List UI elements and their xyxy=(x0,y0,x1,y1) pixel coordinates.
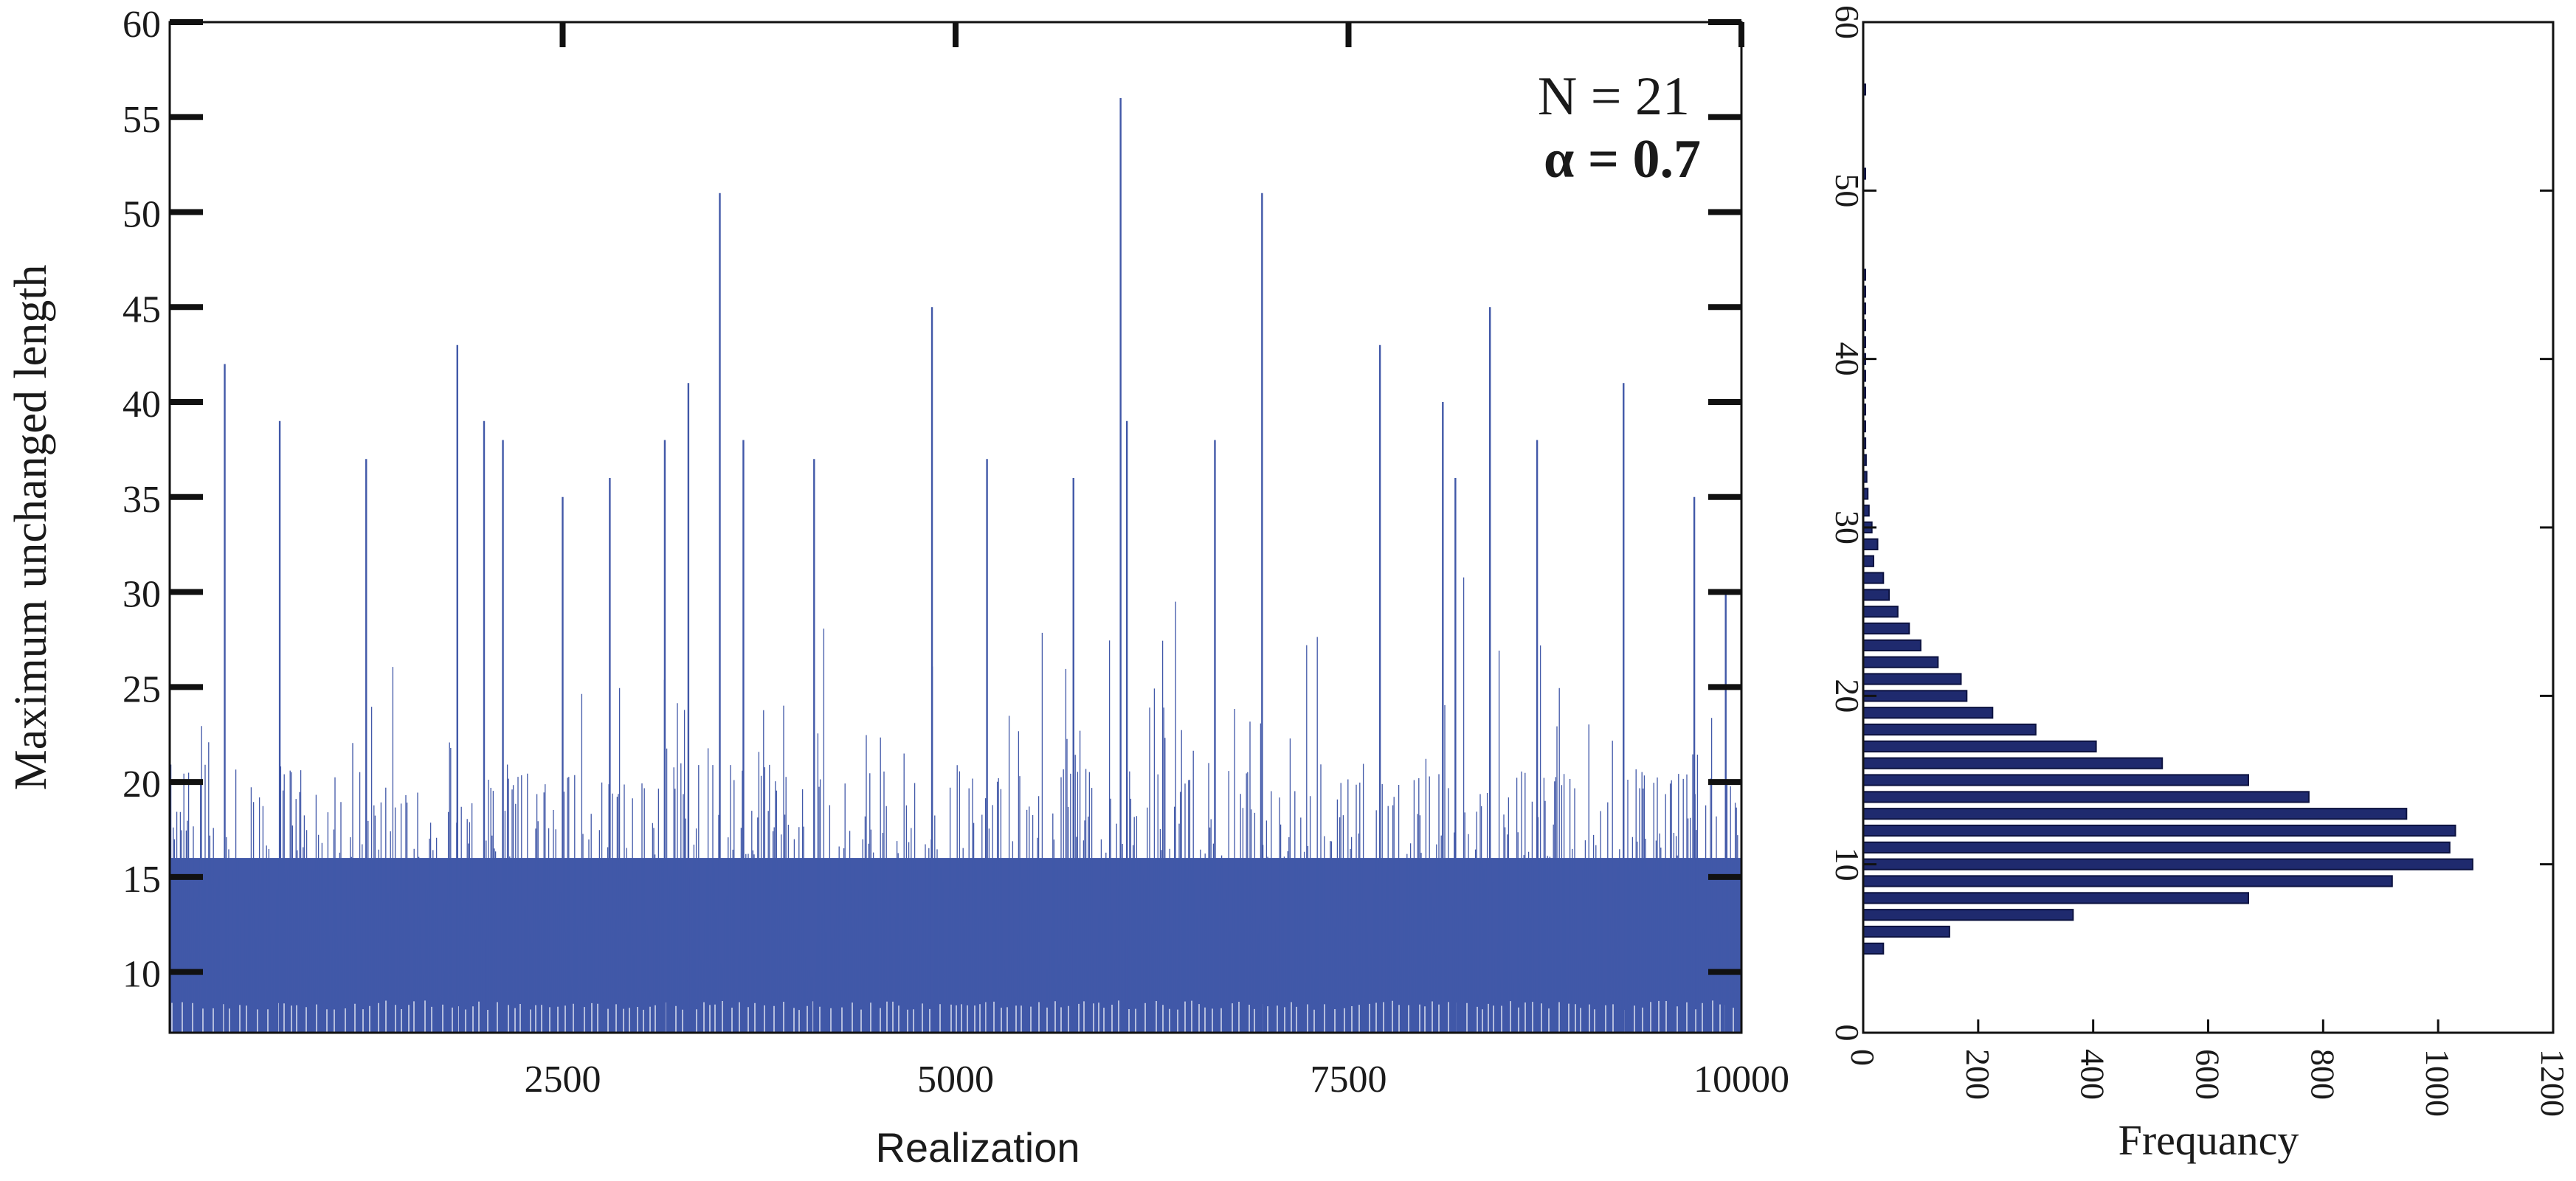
histogram-bar xyxy=(1862,555,1874,567)
histogram-bar xyxy=(1862,942,1885,955)
histogram-bar xyxy=(1862,858,2473,870)
right-y-tick-label: 50 xyxy=(1829,173,1866,207)
right-y-tick-label: 30 xyxy=(1829,510,1866,544)
left-y-tick-label: 15 xyxy=(122,859,161,901)
right-x-axis: 0 200 400 600 800 1000 1200 xyxy=(1844,1019,2572,1117)
left-y-axis-title: Maximum unchanged length xyxy=(6,265,56,791)
right-y-tick-label: 60 xyxy=(1829,5,1866,39)
left-y-tick-label: 55 xyxy=(122,99,161,141)
histogram-bar xyxy=(1862,925,1950,938)
right-y-tick-label: 20 xyxy=(1829,679,1866,713)
histogram-bar xyxy=(1862,892,2249,904)
histogram-bar xyxy=(1862,690,1968,702)
left-y-tick-label: 35 xyxy=(122,479,161,521)
histogram-bars xyxy=(1862,83,2473,955)
left-y-axis: 10 15 20 25 30 35 40 45 50 55 60 xyxy=(122,4,1741,996)
left-y-tick-label: 50 xyxy=(122,194,161,236)
right-y-tick-label: 40 xyxy=(1829,342,1866,376)
histogram-bar xyxy=(1862,707,1994,719)
histogram-bar xyxy=(1862,774,2249,786)
right-x-tick-label: 1000 xyxy=(2419,1049,2456,1117)
left-y-tick-label: 30 xyxy=(122,574,161,616)
right-y-tick-label: 0 xyxy=(1829,1025,1866,1042)
histogram-bar xyxy=(1862,723,2037,736)
histogram-bar xyxy=(1862,622,1910,635)
histogram-bar xyxy=(1862,909,2074,921)
histogram-bar xyxy=(1862,875,2393,887)
right-x-tick-label: 200 xyxy=(1959,1049,1997,1100)
histogram-bar xyxy=(1862,656,1939,668)
left-x-axis-title: Realization xyxy=(875,1124,1080,1171)
histogram-bar xyxy=(1862,757,2164,769)
left-y-tick-label: 40 xyxy=(122,384,161,426)
right-x-tick-label: 600 xyxy=(2189,1049,2227,1100)
series-low-gaps xyxy=(171,1000,1734,1033)
left-y-tick-label: 45 xyxy=(122,288,161,330)
left-x-tick-label: 7500 xyxy=(1311,1059,1387,1101)
histogram-bar xyxy=(1862,639,1921,651)
right-x-tick-label: 0 xyxy=(1844,1049,1882,1066)
frequency-histogram: 0 10 20 30 40 50 60 0 200 400 600 800 1000 1200 Freq… xyxy=(1829,5,2572,1164)
histogram-bar xyxy=(1862,589,1890,601)
left-y-tick-label: 10 xyxy=(122,954,161,996)
realization-series xyxy=(169,98,1742,1033)
right-y-tick-label: 10 xyxy=(1829,848,1866,882)
histogram-bar xyxy=(1862,740,2097,752)
histogram-bar xyxy=(1862,824,2456,837)
realization-chart: 10 15 20 25 30 35 40 45 50 55 60 2500 5000 7500 10000… xyxy=(6,4,1789,1171)
left-y-tick-label: 60 xyxy=(122,4,161,46)
left-x-axis: 2500 5000 7500 10000 xyxy=(525,22,1789,1101)
histogram-bar xyxy=(1862,841,2451,854)
left-x-tick-label: 10000 xyxy=(1693,1059,1789,1101)
right-y-axis: 0 10 20 30 40 50 60 xyxy=(1829,5,2553,1042)
histogram-bar xyxy=(1862,673,1962,685)
left-x-tick-label: 2500 xyxy=(525,1059,601,1101)
right-x-tick-label: 1200 xyxy=(2534,1049,2572,1117)
annotation-alpha: α = 0.7 xyxy=(1544,129,1701,190)
histogram-bar xyxy=(1862,791,2310,803)
left-y-tick-label: 20 xyxy=(122,763,161,806)
right-x-tick-label: 400 xyxy=(2074,1049,2112,1100)
right-x-tick-label: 800 xyxy=(2304,1049,2341,1100)
left-y-tick-label: 25 xyxy=(122,668,161,710)
histogram-bar xyxy=(1862,606,1899,618)
histogram-bar xyxy=(1862,572,1885,584)
annotation-n: N = 21 xyxy=(1538,66,1690,127)
histogram-bar xyxy=(1862,808,2408,820)
left-x-tick-label: 5000 xyxy=(917,1059,994,1101)
right-x-axis-title: Frequancy xyxy=(2119,1116,2299,1164)
